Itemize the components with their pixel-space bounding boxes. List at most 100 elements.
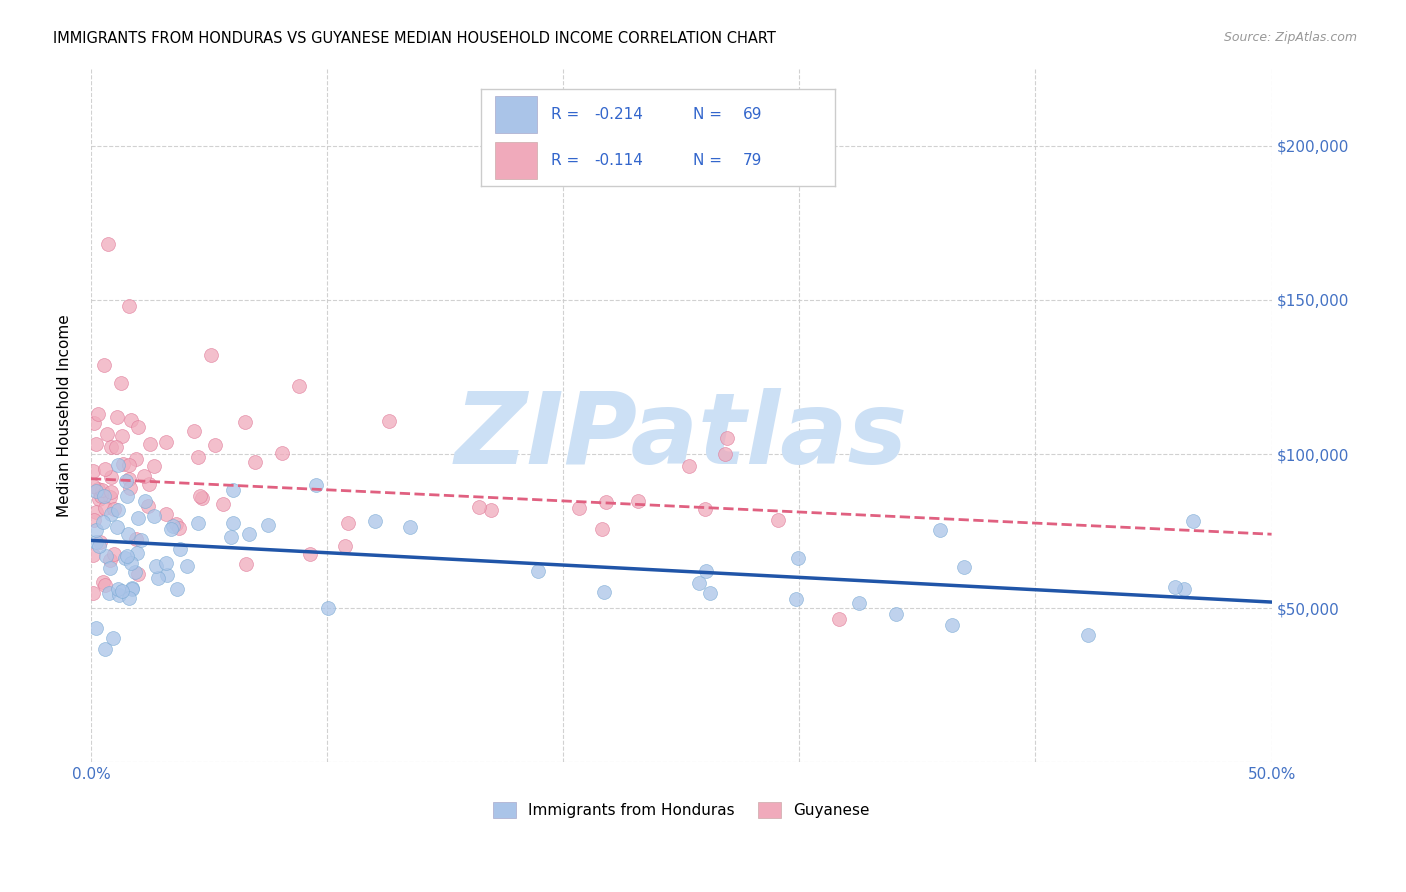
Point [83, 513, 105, 527]
Point [941, 617, 963, 632]
Point [120, 413, 142, 427]
Point [678, 458, 700, 473]
Point [479, 503, 502, 517]
Point [94, 642, 117, 657]
Point [98, 561, 121, 575]
Point [86, 436, 108, 450]
Point [132, 468, 155, 483]
Point [468, 500, 491, 515]
Point [125, 546, 148, 560]
Point [695, 564, 717, 578]
Point [98, 490, 121, 504]
Point [952, 559, 974, 574]
Point [828, 612, 851, 626]
Point [103, 547, 125, 561]
Point [398, 519, 420, 533]
Point [238, 527, 260, 541]
Point [101, 631, 124, 645]
Point [89, 535, 111, 549]
Point [89, 492, 111, 507]
Point [91, 515, 114, 529]
Point [378, 414, 401, 428]
Point [103, 502, 125, 516]
Point [127, 567, 149, 582]
Point [298, 547, 321, 561]
Point [100, 470, 122, 484]
Point [159, 522, 181, 536]
Point [100, 485, 122, 500]
Point [129, 533, 152, 548]
Text: IMMIGRANTS FROM HONDURAS VS GUYANESE MEDIAN HOUSEHOLD INCOME CORRELATION CHART: IMMIGRANTS FROM HONDURAS VS GUYANESE MED… [53, 31, 776, 46]
Point [139, 436, 162, 450]
Point [82, 464, 104, 478]
Point [112, 457, 135, 471]
Point [183, 425, 205, 439]
Point [107, 503, 129, 517]
Point [134, 494, 156, 508]
Point [108, 588, 131, 602]
Point [716, 431, 738, 445]
Point [84, 535, 107, 549]
Point [127, 510, 149, 524]
Point [94, 501, 117, 516]
Point [305, 478, 328, 492]
Point [115, 549, 138, 564]
Point [155, 507, 177, 521]
Point [191, 491, 214, 506]
Point [118, 299, 141, 313]
Point [188, 489, 211, 503]
Point [93, 462, 115, 476]
Point [138, 477, 160, 491]
Point [118, 472, 141, 486]
Point [98, 552, 121, 566]
Point [107, 582, 129, 596]
Point [1181, 515, 1204, 529]
Point [84, 524, 107, 538]
Point [884, 607, 907, 621]
Point [105, 440, 128, 454]
Point [124, 566, 146, 580]
Point [156, 568, 179, 582]
Point [125, 451, 148, 466]
Point [243, 455, 266, 469]
Point [142, 459, 165, 474]
Point [766, 513, 789, 527]
Point [98, 586, 121, 600]
Point [155, 556, 177, 570]
Point [117, 527, 139, 541]
Point [204, 437, 226, 451]
Point [89, 539, 111, 553]
Point [84, 484, 107, 499]
Point [270, 446, 292, 460]
Point [127, 420, 149, 434]
Point [593, 584, 616, 599]
Point [169, 542, 191, 557]
Point [111, 583, 134, 598]
Point [120, 481, 142, 495]
Point [107, 458, 129, 472]
Point [165, 517, 187, 532]
Point [105, 409, 128, 424]
Point [848, 596, 870, 610]
Point [146, 571, 169, 585]
Point [221, 483, 243, 498]
Point [145, 558, 167, 573]
Point [699, 586, 721, 600]
Point [143, 508, 166, 523]
Point [114, 551, 136, 566]
Point [364, 514, 387, 528]
Point [219, 530, 242, 544]
Point [91, 575, 114, 590]
Point [100, 508, 122, 522]
Point [93, 490, 115, 504]
Point [115, 474, 138, 488]
Point [235, 557, 257, 571]
Point [84, 505, 107, 519]
Point [212, 497, 235, 511]
Point [136, 499, 159, 513]
Point [82, 548, 104, 562]
Point [568, 500, 591, 515]
Point [86, 407, 108, 421]
Y-axis label: Median Household Income: Median Household Income [58, 314, 72, 516]
Point [118, 591, 141, 605]
